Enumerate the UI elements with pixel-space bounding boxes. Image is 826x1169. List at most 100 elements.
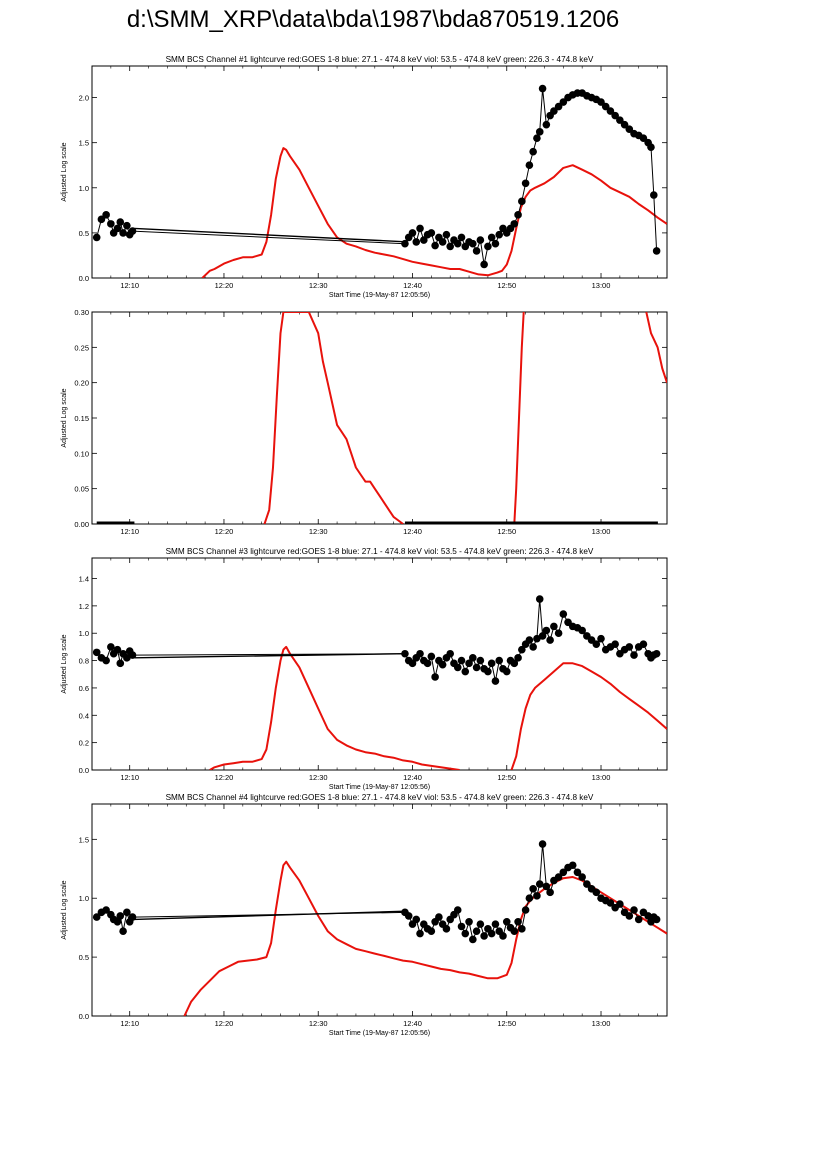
channel-data-point	[639, 134, 648, 142]
channel-curve	[96, 598, 657, 682]
channel-data-point	[554, 629, 563, 638]
x-tick-label: 12:20	[215, 1019, 234, 1028]
channel-data-point	[510, 659, 519, 668]
x-tick-label: 13:00	[592, 773, 611, 782]
x-tick-label: 12:30	[309, 527, 328, 536]
channel-data-point	[518, 925, 526, 933]
y-axis-label: Adjusted Log scale	[61, 142, 68, 201]
channel-data-point	[404, 912, 413, 920]
y-tick-label: 1.5	[79, 139, 89, 148]
channel-data-point	[491, 239, 500, 248]
y-tick-label: 0.8	[79, 657, 89, 666]
channel-data-point	[550, 107, 558, 115]
channel-data-point	[102, 906, 110, 914]
channel-data-point	[546, 888, 554, 897]
channel-data-point	[611, 640, 619, 648]
channel-data-point	[123, 221, 131, 230]
chart-panel-1: SMM BCS Channel #1 lightcurve red:GOES 1…	[61, 55, 668, 299]
channel-data-point	[495, 230, 504, 239]
y-tick-label: 1.0	[79, 629, 89, 638]
channel-data-point	[597, 634, 605, 643]
x-tick-label: 12:50	[497, 1019, 516, 1028]
channel-data-point	[573, 868, 582, 877]
y-tick-label: 2.0	[79, 94, 89, 103]
goes-curve	[209, 645, 460, 770]
channel-data-point	[431, 673, 439, 681]
channel-data-point	[423, 659, 432, 668]
channel-data-point	[583, 880, 591, 888]
channel-data-point	[480, 932, 488, 940]
plot-frame	[91, 557, 668, 771]
channel-data-point	[92, 233, 101, 242]
channel-data-point	[542, 626, 551, 635]
channel-data-point	[442, 925, 451, 933]
channel-data-point	[592, 888, 601, 897]
goes-curve	[510, 662, 667, 770]
channel-data-point	[453, 906, 462, 914]
plot-area	[92, 840, 667, 1016]
channel-data-point	[412, 238, 421, 246]
channel-data-point	[487, 233, 496, 242]
y-tick-label: 0.5	[79, 953, 89, 962]
goes-curve	[513, 312, 525, 524]
channel-data-point	[606, 899, 615, 907]
channel-data-point	[438, 238, 447, 246]
x-tick-label: 12:40	[403, 527, 422, 536]
channel-data-point	[465, 659, 473, 668]
channel-data-point	[438, 660, 447, 669]
goes-curve	[183, 860, 667, 1016]
channel-data-point	[119, 927, 127, 935]
channel-data-point	[630, 906, 638, 914]
channel-data-point	[554, 873, 563, 881]
x-tick-label: 12:10	[120, 281, 139, 290]
channel-data-point	[538, 632, 547, 640]
channel-data-point	[113, 917, 122, 926]
channel-data-point	[469, 654, 477, 662]
channel-data-point	[634, 915, 643, 924]
channel-data-point	[420, 236, 428, 244]
channel-data-point	[611, 111, 619, 120]
y-tick-label: 0.10	[74, 449, 89, 458]
channel-data-point	[559, 98, 568, 106]
x-tick-label: 12:40	[403, 773, 422, 782]
channel-data-point	[107, 220, 115, 228]
y-tick-label: 0.5	[79, 229, 89, 238]
channel-data-point	[652, 247, 661, 255]
channel-data-point	[502, 917, 511, 926]
channel-data-point	[480, 260, 488, 269]
channel-data-point	[535, 880, 544, 888]
channel-data-point	[514, 211, 522, 219]
y-tick-label: 1.0	[79, 894, 89, 903]
channel-data-point	[491, 677, 500, 685]
plot-frame	[91, 311, 668, 525]
channel-data-point	[559, 868, 568, 877]
channel-data-point	[521, 906, 530, 914]
channel-data-point	[123, 654, 131, 662]
channel-data-point	[427, 229, 436, 237]
y-tick-label: 0.05	[74, 485, 89, 494]
channel-data-point	[529, 147, 537, 156]
channel-data-point	[401, 649, 409, 658]
y-tick-label: 0.2	[79, 739, 89, 748]
channel-data-point	[554, 102, 563, 111]
channel-data-point	[644, 912, 652, 920]
chart-title: SMM BCS Channel #3 lightcurve red:GOES 1…	[166, 547, 594, 556]
channel-data-point	[495, 656, 504, 665]
channel-data-point	[510, 220, 519, 228]
channel-data-point	[525, 161, 534, 170]
channel-data-point	[533, 134, 541, 142]
channel-data-point	[502, 667, 511, 676]
x-tick-label: 12:40	[403, 281, 422, 290]
channel-data-point	[546, 636, 554, 644]
x-tick-label: 12:50	[497, 281, 516, 290]
channel-data-point	[533, 892, 541, 900]
channel-data-point	[472, 927, 481, 935]
channel-data-point	[514, 917, 522, 926]
channel-data-point	[453, 663, 462, 672]
channel-baseline	[134, 227, 408, 243]
channel-data-point	[514, 654, 522, 662]
y-axis-label: Adjusted Log scale	[61, 388, 68, 447]
goes-curve	[645, 312, 667, 384]
x-tick-label: 13:00	[592, 281, 611, 290]
chart-title: SMM BCS Channel #4 lightcurve red:GOES 1…	[166, 793, 594, 802]
